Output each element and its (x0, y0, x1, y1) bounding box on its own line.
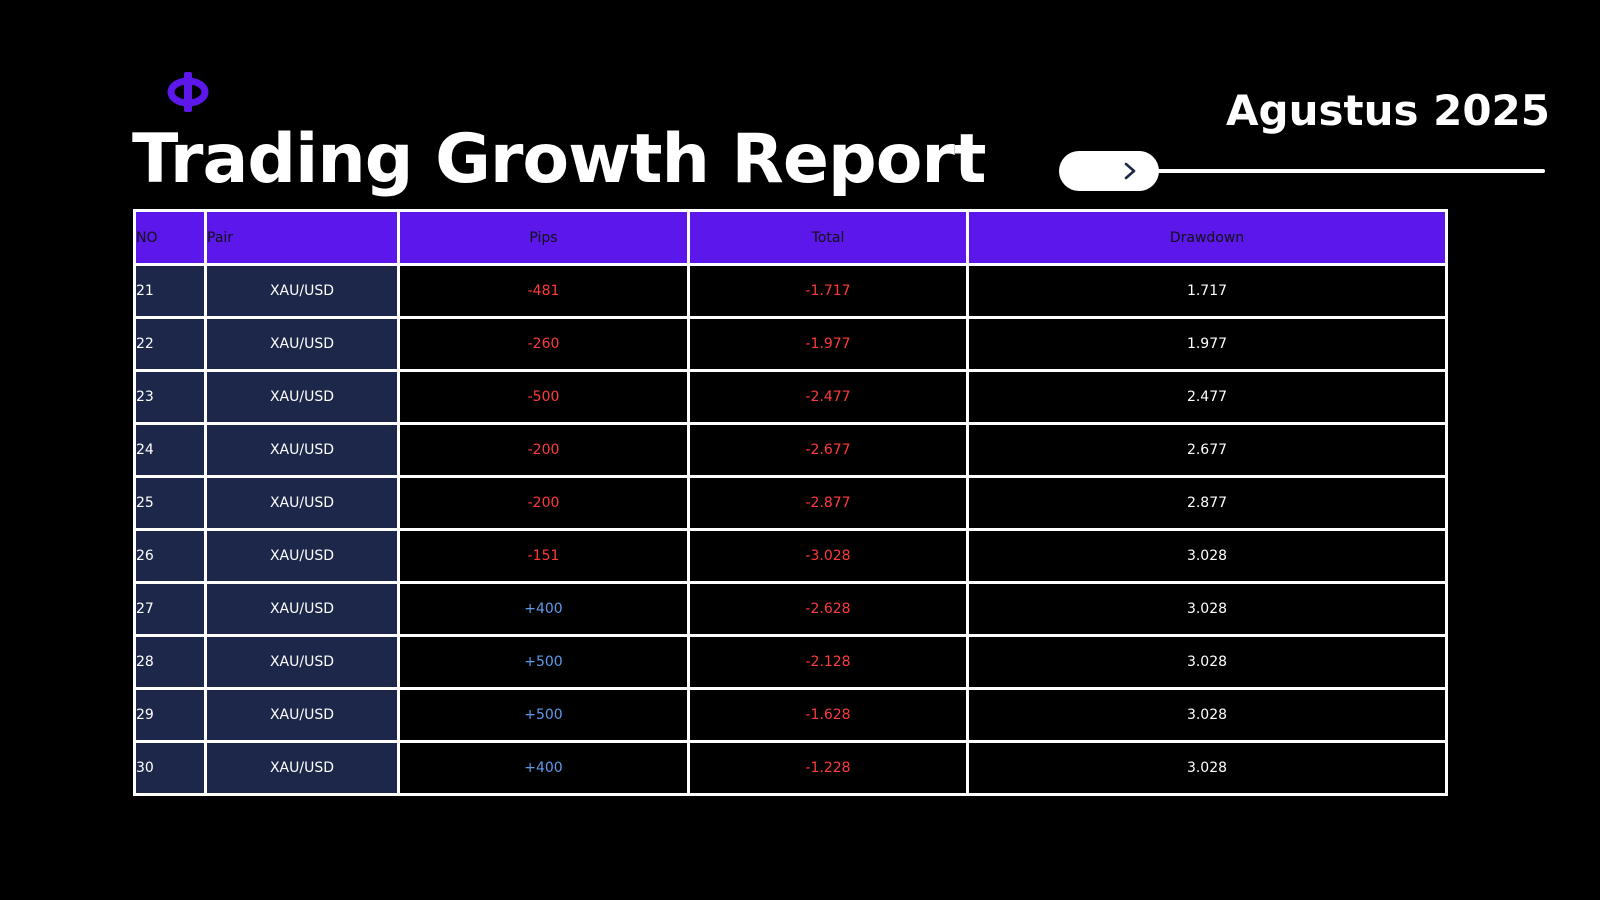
cell-no: 28 (133, 634, 207, 690)
cell-pair: XAU/USD (204, 475, 400, 531)
slider-handle[interactable] (1059, 151, 1159, 191)
trading-table: NO Pair Pips Total Drawdown 21 XAU/USD -48… (133, 209, 1448, 796)
cell-no: 24 (133, 422, 207, 478)
cell-pips: +400 (397, 740, 690, 796)
header-pips: Pips (397, 209, 690, 266)
cell-no: 21 (133, 263, 207, 319)
table-header-row: NO Pair Pips Total Drawdown (133, 209, 1448, 266)
chevron-right-icon (1124, 162, 1136, 180)
cell-pips: -200 (397, 475, 690, 531)
table-row: 26 XAU/USD -151 -3.028 3.028 (133, 528, 1448, 584)
cell-total: -2.677 (687, 422, 969, 478)
cell-pips: -151 (397, 528, 690, 584)
cell-total: -1.977 (687, 316, 969, 372)
cell-pair: XAU/USD (204, 528, 400, 584)
cell-pair: XAU/USD (204, 422, 400, 478)
cell-drawdown: 3.028 (966, 581, 1448, 637)
cell-total: -2.477 (687, 369, 969, 425)
cell-no: 29 (133, 687, 207, 743)
cell-drawdown: 1.717 (966, 263, 1448, 319)
cell-total: -1.628 (687, 687, 969, 743)
header-no: NO (133, 209, 207, 266)
cell-no: 27 (133, 581, 207, 637)
table-row: 25 XAU/USD -200 -2.877 2.877 (133, 475, 1448, 531)
cell-pips: -200 (397, 422, 690, 478)
cell-no: 23 (133, 369, 207, 425)
table-row: 27 XAU/USD +400 -2.628 3.028 (133, 581, 1448, 637)
cell-pair: XAU/USD (204, 316, 400, 372)
page-title: Trading Growth Report (132, 120, 986, 199)
cell-pair: XAU/USD (204, 687, 400, 743)
table-row: 22 XAU/USD -260 -1.977 1.977 (133, 316, 1448, 372)
table-row: 30 XAU/USD +400 -1.228 3.028 (133, 740, 1448, 796)
table-row: 21 XAU/USD -481 -1.717 1.717 (133, 263, 1448, 319)
slider-track (1140, 169, 1545, 173)
report-period: Agustus 2025 (1226, 86, 1550, 135)
cell-no: 26 (133, 528, 207, 584)
cell-drawdown: 2.677 (966, 422, 1448, 478)
cell-drawdown: 3.028 (966, 528, 1448, 584)
cell-no: 30 (133, 740, 207, 796)
cell-pips: -260 (397, 316, 690, 372)
header-total: Total (687, 209, 969, 266)
cell-drawdown: 3.028 (966, 740, 1448, 796)
cell-drawdown: 3.028 (966, 687, 1448, 743)
cell-pair: XAU/USD (204, 263, 400, 319)
cell-drawdown: 2.477 (966, 369, 1448, 425)
cell-total: -3.028 (687, 528, 969, 584)
cell-pips: -481 (397, 263, 690, 319)
cell-pips: +400 (397, 581, 690, 637)
cell-pair: XAU/USD (204, 369, 400, 425)
header-drawdown: Drawdown (966, 209, 1448, 266)
cell-no: 22 (133, 316, 207, 372)
cell-pair: XAU/USD (204, 634, 400, 690)
table-body: 21 XAU/USD -481 -1.717 1.717 22 XAU/USD -260 -1.… (133, 263, 1448, 796)
cell-pips: +500 (397, 634, 690, 690)
cell-pips: +500 (397, 687, 690, 743)
cell-total: -2.877 (687, 475, 969, 531)
table-row: 29 XAU/USD +500 -1.628 3.028 (133, 687, 1448, 743)
cell-drawdown: 3.028 (966, 634, 1448, 690)
cell-no: 25 (133, 475, 207, 531)
cell-drawdown: 2.877 (966, 475, 1448, 531)
cell-total: -1.717 (687, 263, 969, 319)
table-row: 28 XAU/USD +500 -2.128 3.028 (133, 634, 1448, 690)
cell-pair: XAU/USD (204, 740, 400, 796)
header-pair: Pair (204, 209, 400, 266)
cell-drawdown: 1.977 (966, 316, 1448, 372)
cell-total: -2.128 (687, 634, 969, 690)
table-row: 24 XAU/USD -200 -2.677 2.677 (133, 422, 1448, 478)
table-row: 23 XAU/USD -500 -2.477 2.477 (133, 369, 1448, 425)
cell-pips: -500 (397, 369, 690, 425)
cell-pair: XAU/USD (204, 581, 400, 637)
cell-total: -1.228 (687, 740, 969, 796)
phi-logo-icon (167, 72, 209, 112)
cell-total: -2.628 (687, 581, 969, 637)
